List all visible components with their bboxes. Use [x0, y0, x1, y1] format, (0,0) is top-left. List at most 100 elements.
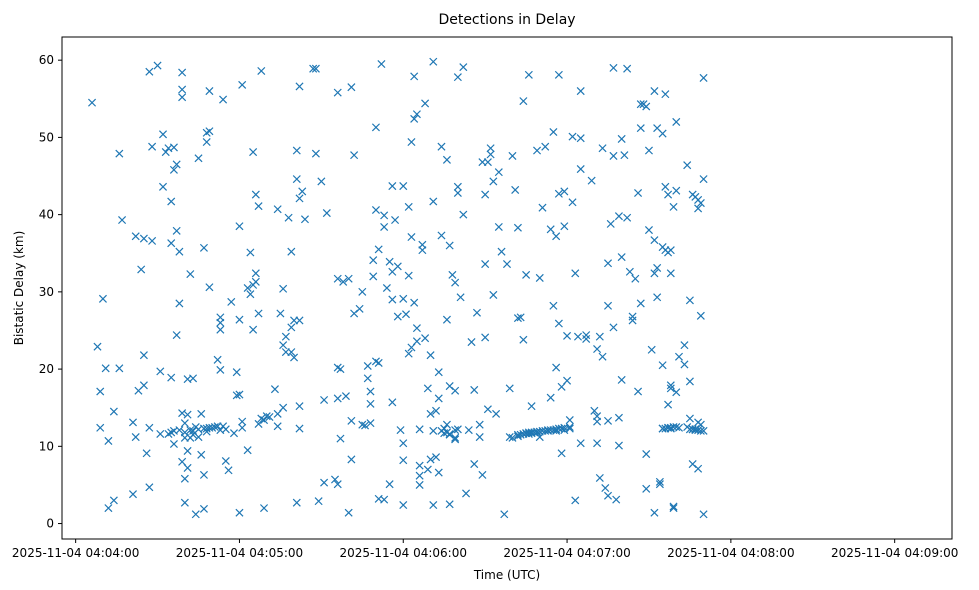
data-point-marker	[699, 73, 708, 82]
data-point-marker	[399, 500, 408, 510]
plot-area	[61, 36, 953, 540]
data-point-marker	[478, 470, 487, 479]
data-point-marker	[385, 257, 394, 266]
data-point-marker	[178, 93, 187, 102]
data-point-marker	[603, 259, 613, 268]
data-point-marker	[554, 319, 563, 328]
data-point-marker	[183, 463, 192, 472]
data-point-marker	[287, 348, 296, 357]
data-point-marker	[636, 299, 645, 308]
data-point-marker	[96, 387, 105, 396]
data-point-marker	[552, 363, 561, 372]
data-point-marker	[385, 480, 394, 489]
data-point-marker	[546, 393, 555, 402]
data-point-marker	[685, 377, 694, 386]
data-point-marker	[614, 413, 623, 422]
data-point-marker	[295, 402, 304, 411]
data-point-marker	[363, 361, 372, 371]
data-point-marker	[609, 323, 618, 332]
data-point-marker	[560, 426, 569, 435]
data-point-marker	[492, 409, 501, 418]
data-point-marker	[208, 423, 217, 432]
data-point-marker	[178, 68, 187, 77]
data-point-marker	[522, 270, 531, 279]
data-point-marker	[650, 87, 659, 96]
data-point-marker	[128, 490, 138, 499]
data-point-marker	[672, 117, 681, 126]
data-point-marker	[341, 392, 350, 401]
data-point-marker	[104, 436, 113, 445]
data-point-marker	[309, 64, 318, 73]
data-point-marker	[404, 271, 413, 280]
data-point-marker	[472, 308, 481, 317]
data-point-marker	[281, 332, 290, 341]
data-point-marker	[180, 474, 189, 483]
data-point-marker	[442, 315, 451, 324]
data-point-marker	[451, 433, 460, 442]
data-point-marker	[251, 190, 260, 199]
data-point-marker	[101, 364, 110, 373]
data-point-marker	[178, 85, 187, 94]
data-point-marker	[658, 361, 667, 370]
data-point-marker	[557, 449, 566, 458]
data-point-marker	[519, 97, 528, 106]
data-point-marker	[167, 373, 176, 382]
data-point-marker	[311, 64, 320, 73]
data-point-marker	[527, 402, 536, 411]
data-point-marker	[399, 456, 408, 465]
data-point-marker	[696, 199, 705, 208]
data-point-marker	[642, 102, 651, 111]
data-point-marker	[644, 146, 653, 155]
data-point-marker	[374, 358, 383, 367]
data-point-marker	[415, 425, 424, 434]
data-point-marker	[355, 304, 364, 313]
data-point-marker	[486, 150, 495, 159]
data-point-marker	[279, 341, 288, 350]
data-point-marker	[232, 368, 241, 377]
data-point-marker	[459, 63, 468, 72]
data-point-marker	[426, 351, 435, 360]
data-point-marker	[448, 270, 457, 279]
data-point-marker	[399, 294, 408, 303]
data-point-marker	[388, 295, 397, 304]
data-point-marker	[178, 409, 187, 418]
data-point-marker	[603, 301, 613, 310]
data-point-marker	[333, 274, 342, 283]
data-point-marker	[582, 334, 591, 343]
data-point-marker	[598, 352, 607, 361]
data-point-marker	[199, 470, 208, 479]
y-axis-label: Bistatic Delay (km)	[12, 231, 26, 346]
data-point-marker	[669, 202, 678, 211]
data-point-marker	[369, 256, 378, 265]
data-point-marker	[161, 148, 170, 157]
data-point-marker	[481, 260, 490, 269]
data-point-marker	[298, 187, 307, 196]
y-tick-label: 60	[39, 53, 54, 67]
data-point-marker	[366, 419, 375, 428]
data-point-marker	[292, 175, 301, 184]
data-point-marker	[497, 247, 506, 256]
data-point-marker	[93, 342, 102, 351]
data-point-marker	[205, 87, 214, 96]
data-point-marker	[653, 263, 662, 272]
data-point-marker	[371, 205, 380, 215]
data-point-marker	[565, 424, 574, 433]
data-point-marker	[311, 149, 320, 158]
data-point-marker	[295, 316, 304, 325]
data-point-marker	[219, 95, 228, 104]
data-point-marker	[573, 332, 583, 341]
data-point-marker	[262, 412, 271, 421]
data-point-marker	[186, 270, 195, 279]
data-point-marker	[344, 274, 353, 283]
data-point-marker	[524, 70, 533, 79]
data-point-marker	[317, 177, 326, 186]
data-point-marker	[380, 222, 389, 232]
data-point-marker	[175, 299, 184, 308]
data-point-marker	[511, 185, 520, 194]
data-point-marker	[429, 500, 438, 510]
data-point-marker	[664, 400, 673, 409]
data-point-marker	[568, 132, 577, 141]
data-point-marker	[254, 419, 263, 428]
data-point-marker	[333, 88, 342, 97]
x-tick-label: 2025-11-04 04:09:00	[831, 546, 958, 560]
